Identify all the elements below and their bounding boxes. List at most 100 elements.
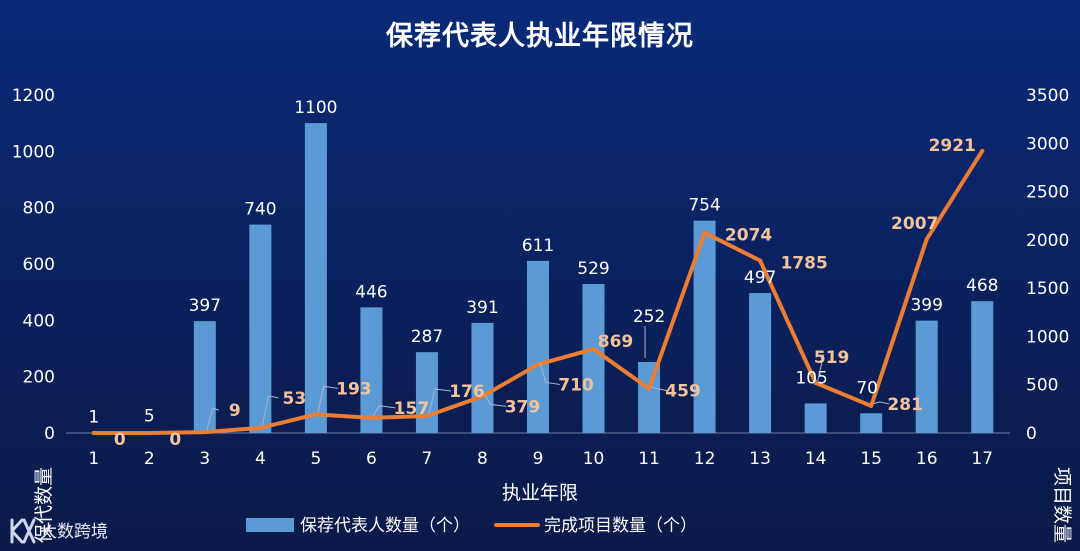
line-label-leader bbox=[815, 354, 825, 381]
bar bbox=[749, 293, 772, 433]
y-left-tick-label: 400 bbox=[23, 311, 55, 331]
bar-data-label: 70 bbox=[856, 378, 878, 398]
line-label-leader bbox=[317, 385, 338, 413]
bar bbox=[860, 413, 883, 433]
line-data-label: 0 bbox=[114, 430, 126, 450]
bar-data-label: 1 bbox=[88, 408, 99, 428]
bar-data-label: 754 bbox=[688, 196, 720, 216]
line-data-label: 710 bbox=[558, 375, 594, 395]
line-label-leader bbox=[650, 386, 668, 392]
legend-label-bars: 保荐代表人数量（个） bbox=[300, 516, 470, 536]
bar bbox=[193, 321, 216, 433]
y-right-tick-label: 0 bbox=[1026, 424, 1037, 444]
line-label-leader bbox=[206, 407, 219, 431]
x-tick-label: 11 bbox=[638, 449, 660, 469]
bar-data-label: 446 bbox=[355, 282, 387, 302]
bar bbox=[971, 301, 994, 433]
x-tick-label: 12 bbox=[694, 449, 716, 469]
line-point bbox=[924, 237, 929, 242]
x-tick-label: 7 bbox=[422, 449, 433, 469]
line-data-label: 193 bbox=[336, 379, 372, 399]
bar-data-label: 105 bbox=[795, 368, 827, 388]
line-point bbox=[813, 380, 818, 385]
line-data-label: 2921 bbox=[929, 136, 976, 156]
bar bbox=[693, 220, 716, 433]
watermark-text: 大数跨境 bbox=[40, 522, 108, 542]
line-point bbox=[647, 386, 652, 391]
y-right-tick-label: 3000 bbox=[1026, 134, 1069, 154]
bar-data-label: 611 bbox=[522, 236, 554, 256]
bar-data-label: 497 bbox=[744, 268, 776, 288]
x-axis-title: 执业年限 bbox=[502, 482, 578, 504]
y-left-tick-label: 0 bbox=[44, 424, 55, 444]
line-data-label: 157 bbox=[394, 399, 430, 419]
x-tick-label: 8 bbox=[477, 449, 488, 469]
line-point bbox=[758, 258, 763, 263]
y-right-tick-label: 2500 bbox=[1026, 183, 1069, 203]
line-point bbox=[147, 431, 152, 435]
line-data-label: 53 bbox=[283, 389, 307, 409]
line-point bbox=[202, 430, 207, 435]
y-right-tick-label: 1500 bbox=[1026, 279, 1069, 299]
line-label-leader bbox=[539, 362, 561, 385]
line-point bbox=[702, 230, 707, 235]
chart-title: 保荐代表人执业年限情况 bbox=[386, 21, 694, 52]
line-point bbox=[591, 347, 596, 352]
bar bbox=[249, 224, 272, 433]
line-point bbox=[480, 394, 485, 399]
bar-data-label: 529 bbox=[577, 259, 609, 279]
bar bbox=[638, 362, 661, 433]
bar bbox=[527, 260, 549, 433]
y-left-tick-label: 200 bbox=[23, 368, 55, 388]
line-data-label: 459 bbox=[665, 382, 701, 402]
line-data-label: 1785 bbox=[780, 254, 827, 274]
line-label-leader bbox=[873, 401, 890, 405]
bar-data-label: 1100 bbox=[294, 98, 337, 118]
x-tick-label: 6 bbox=[366, 449, 377, 469]
x-tick-label: 9 bbox=[533, 449, 544, 469]
bar-data-label: 397 bbox=[189, 296, 221, 316]
line-data-label: 869 bbox=[598, 332, 634, 352]
bar bbox=[415, 352, 438, 433]
line-point bbox=[869, 403, 874, 408]
y-right-tick-label: 500 bbox=[1026, 376, 1058, 396]
x-tick-label: 10 bbox=[583, 449, 605, 469]
bar bbox=[304, 123, 327, 434]
line-label-leader bbox=[372, 405, 396, 417]
y-left-tick-label: 1200 bbox=[12, 86, 55, 106]
x-tick-label: 5 bbox=[310, 449, 321, 469]
line-data-label: 0 bbox=[169, 430, 181, 450]
y-left-axis-title: 保代数量 bbox=[33, 467, 55, 543]
line-data-label: 9 bbox=[229, 401, 241, 421]
line-data-label: 281 bbox=[887, 395, 923, 415]
x-tick-label: 2 bbox=[144, 449, 155, 469]
x-tick-label: 1 bbox=[88, 449, 99, 469]
legend-label-line: 完成项目数量（个） bbox=[544, 516, 697, 536]
y-right-tick-label: 1000 bbox=[1026, 327, 1069, 347]
bar-data-label: 5 bbox=[144, 407, 155, 427]
bar-data-label: 468 bbox=[966, 276, 998, 296]
bar bbox=[360, 307, 383, 433]
line-data-label: 2007 bbox=[891, 214, 938, 234]
line-data-label: 379 bbox=[505, 397, 541, 417]
y-right-tick-label: 3500 bbox=[1026, 86, 1069, 106]
line-data-label: 2074 bbox=[725, 226, 772, 246]
line-label-leader bbox=[428, 388, 452, 415]
bar bbox=[915, 320, 938, 433]
x-tick-label: 16 bbox=[916, 449, 938, 469]
line-point bbox=[369, 415, 374, 420]
bar-data-label: 287 bbox=[411, 327, 443, 347]
line-point bbox=[980, 148, 985, 153]
kx-logo-icon bbox=[10, 518, 36, 544]
bar-data-label: 391 bbox=[466, 298, 498, 318]
line-point bbox=[91, 431, 96, 435]
line-point bbox=[258, 425, 263, 430]
x-tick-label: 3 bbox=[199, 449, 210, 469]
y-left-tick-label: 600 bbox=[23, 255, 55, 275]
line-data-label: 519 bbox=[814, 348, 850, 368]
y-left-tick-label: 1000 bbox=[12, 142, 55, 162]
line-point bbox=[536, 362, 540, 367]
x-tick-label: 15 bbox=[860, 449, 882, 469]
y-right-axis-title: 项目数量 bbox=[1051, 467, 1073, 543]
